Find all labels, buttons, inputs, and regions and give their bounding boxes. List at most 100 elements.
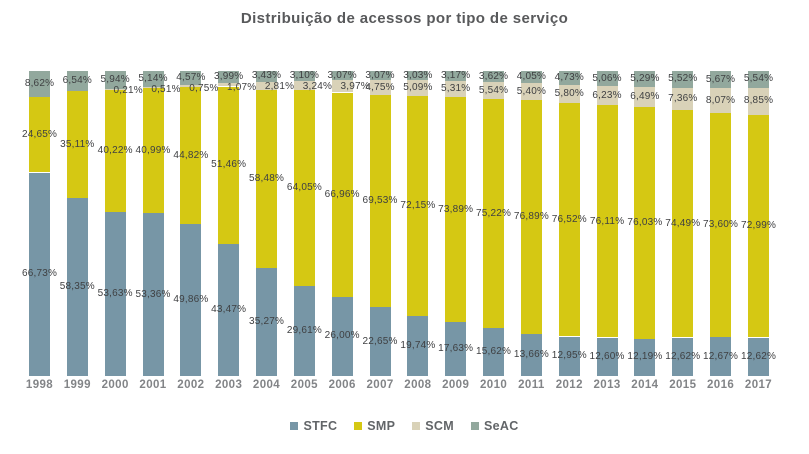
value-label-seac-2004: 3,43% — [251, 70, 282, 82]
value-label-seac-2003: 3,99% — [214, 71, 244, 83]
value-label-seac-2011: 4,05% — [516, 71, 547, 83]
bar-segment-stfc-2004 — [256, 268, 277, 376]
bar-segment-seac-2001 — [142, 71, 164, 87]
value-label-stfc-2008: 19,74% — [400, 339, 436, 351]
bar-segment-smp-1998 — [29, 97, 50, 173]
bar-segment-stfc-2013 — [596, 337, 618, 376]
value-label-stfc-2004: 35,27% — [248, 316, 285, 328]
bar-segment-scm-2008 — [407, 80, 429, 96]
value-label-stfc-2003: 43,47% — [211, 303, 247, 315]
bar-segment-stfc-2007 — [369, 306, 391, 376]
bar-segment-scm-2003 — [218, 83, 240, 87]
bar-segment-scm-2005 — [293, 80, 315, 91]
bar-segment-smp-2005 — [293, 90, 315, 286]
value-label-seac-2007: 3,07% — [365, 69, 395, 81]
x-axis-label-2001: 2001 — [139, 379, 167, 391]
bar-segment-seac-2002 — [180, 71, 202, 85]
x-axis-label-2007: 2007 — [366, 379, 394, 391]
value-label-seac-2001: 5,14% — [138, 72, 168, 84]
bar-segment-stfc-1999 — [66, 198, 88, 376]
bar-segment-scm-2001 — [142, 86, 164, 89]
value-label-stfc-2009: 17,63% — [438, 343, 474, 355]
bar-segment-seac-2008 — [407, 71, 429, 81]
x-axis-label-1999: 1999 — [63, 379, 91, 391]
value-label-smp-2014: 76,03% — [627, 216, 663, 228]
value-label-scm-2008: 5,09% — [403, 82, 433, 93]
bar-segment-smp-2017 — [748, 114, 769, 338]
value-label-scm-2003: 1,07% — [227, 82, 257, 94]
bar-segment-stfc-2017 — [748, 337, 769, 376]
value-label-smp-2007: 69,53% — [362, 194, 398, 206]
bar-segment-scm-2011 — [520, 83, 542, 100]
bar-segment-scm-2006 — [331, 80, 353, 93]
bar-segment-stfc-2012 — [558, 336, 580, 376]
value-label-smp-2005: 64,05% — [286, 182, 322, 193]
legend-label: SMP — [367, 419, 396, 433]
bar-segment-seac-2007 — [369, 71, 391, 81]
value-label-smp-2013: 76,11% — [589, 215, 625, 227]
x-axis-label-2015: 2015 — [669, 379, 697, 391]
value-label-stfc-2005: 29,61% — [286, 324, 322, 336]
bar-segment-seac-2010 — [483, 71, 505, 82]
value-label-smp-2002: 44,82% — [173, 149, 209, 161]
value-label-seac-2016: 5,67% — [705, 73, 736, 85]
bar-segment-scm-2009 — [445, 80, 467, 97]
value-label-scm-2001: 0,51% — [151, 83, 181, 95]
bar-segment-stfc-2015 — [672, 337, 694, 376]
bar-segment-smp-2015 — [672, 110, 694, 338]
bar-segment-scm-2017 — [748, 87, 769, 115]
bar-segment-stfc-2002 — [180, 223, 202, 376]
x-axis-label-2002: 2002 — [177, 379, 205, 391]
x-axis-label-2010: 2010 — [480, 379, 508, 391]
bar-segment-stfc-1998 — [29, 172, 50, 376]
bar-segment-seac-2006 — [331, 71, 353, 81]
x-axis-label-2014: 2014 — [631, 379, 659, 391]
bar-segment-smp-2012 — [558, 103, 580, 337]
value-label-smp-2011: 76,89% — [513, 211, 549, 223]
legend: STFC SMP SCM SeAC — [0, 419, 809, 433]
value-label-scm-2010: 5,54% — [478, 84, 509, 96]
bar-segment-stfc-2009 — [445, 322, 467, 376]
x-axis-label-1998: 1998 — [25, 379, 54, 391]
bar-segment-smp-1999 — [66, 90, 88, 198]
value-label-stfc-2001: 53,36% — [135, 288, 171, 300]
bar-segment-stfc-2001 — [142, 213, 164, 376]
value-label-scm-2014: 6,49% — [630, 91, 660, 102]
value-label-scm-2017: 8,85% — [743, 95, 774, 107]
bar-segment-smp-2009 — [445, 96, 467, 323]
value-label-smp-2015: 74,49% — [665, 217, 701, 229]
bar-segment-stfc-2008 — [407, 315, 429, 376]
bar-segment-stfc-2016 — [710, 337, 732, 376]
value-label-stfc-2014: 12,19% — [627, 351, 663, 363]
bar-segment-smp-2011 — [520, 99, 542, 335]
value-label-stfc-2016: 12,67% — [703, 350, 739, 362]
value-label-stfc-1999: 58,35% — [59, 281, 95, 292]
value-label-stfc-2015: 12,62% — [665, 350, 701, 362]
bar-segment-stfc-2006 — [331, 296, 353, 376]
x-axis-label-2013: 2013 — [593, 379, 621, 391]
bar-segment-scm-2014 — [634, 87, 656, 107]
legend-swatch-icon — [354, 422, 363, 430]
bar-segment-scm-2015 — [672, 87, 694, 111]
chart-title: Distribuição de acessos por tipo de serv… — [240, 10, 569, 27]
value-label-stfc-2011: 13,66% — [513, 349, 549, 361]
value-label-scm-2011: 5,40% — [516, 85, 547, 97]
bar-segment-smp-2008 — [407, 95, 429, 316]
legend-label: SeAC — [483, 419, 519, 433]
bar-segment-stfc-2014 — [634, 338, 656, 376]
bar-segment-smp-2004 — [256, 90, 277, 269]
bar-segment-scm-2012 — [558, 85, 580, 104]
value-label-stfc-2017: 12,62% — [740, 350, 777, 362]
x-axis-label-2011: 2011 — [518, 379, 545, 391]
value-label-seac-2015: 5,52% — [668, 73, 698, 85]
value-label-smp-2012: 76,52% — [551, 213, 587, 225]
bar-segment-scm-2016 — [710, 88, 732, 113]
value-label-seac-2008: 3,03% — [403, 69, 433, 81]
bar-segment-smp-2001 — [142, 88, 164, 214]
value-label-scm-2002: 0,75% — [189, 83, 219, 94]
bar-segment-stfc-2005 — [293, 285, 315, 376]
legend-item-smp: SMP — [354, 419, 395, 433]
legend-swatch-icon — [290, 422, 299, 430]
x-axis-label-2009: 2009 — [442, 379, 470, 391]
value-label-seac-2017: 5,54% — [743, 73, 774, 85]
